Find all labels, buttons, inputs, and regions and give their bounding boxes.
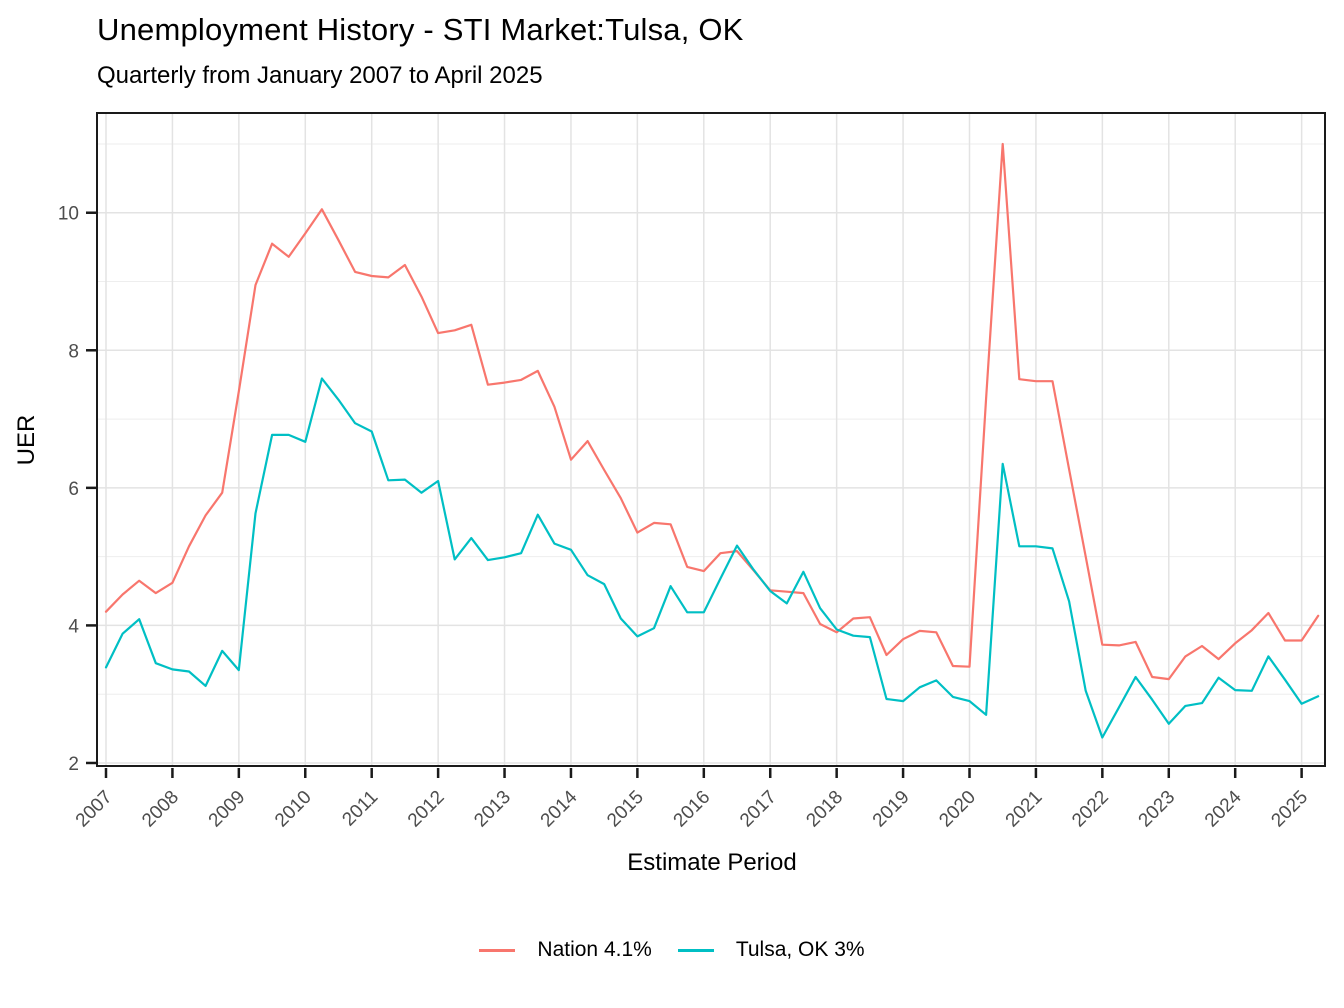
- chart-title: Unemployment History - STI Market:Tulsa,…: [97, 12, 744, 47]
- x-tick-label: 2023: [1135, 787, 1180, 832]
- x-tick-label: 2013: [470, 787, 515, 832]
- tulsa-line-swatch: [677, 948, 714, 952]
- nation-line-swatch: [479, 948, 516, 952]
- panel-background: [97, 113, 1325, 766]
- y-tick-label: 2: [68, 754, 79, 775]
- legend-label-nation: Nation 4.1%: [537, 938, 652, 961]
- x-tick-label: 2020: [935, 787, 980, 832]
- x-tick-label: 2022: [1068, 787, 1113, 832]
- y-tick-label: 8: [68, 341, 79, 362]
- tulsa-series-line: [104, 377, 1320, 739]
- legend-label-tulsa: Tulsa, OK 3%: [735, 938, 865, 961]
- x-tick-label: 2025: [1267, 787, 1312, 832]
- x-tick-label: 2018: [802, 787, 847, 832]
- chart-subtitle: Quarterly from January 2007 to April 202…: [97, 62, 543, 89]
- x-tick-label: 2019: [869, 787, 914, 832]
- x-tick-label: 2012: [404, 787, 449, 832]
- y-tick-label: 10: [58, 204, 79, 225]
- legend: Nation 4.1% Tulsa, OK 3%: [0, 938, 1344, 962]
- x-tick-label: 2007: [72, 787, 117, 832]
- x-tick-label: 2015: [603, 787, 648, 832]
- x-tick-label: 2024: [1201, 786, 1246, 831]
- x-tick-label: 2011: [338, 787, 382, 831]
- legend-item-nation: Nation 4.1%: [479, 938, 652, 962]
- y-tick-label: 4: [68, 616, 79, 637]
- legend-item-tulsa: Tulsa, OK 3%: [677, 938, 865, 962]
- x-tick-label: 2021: [1002, 787, 1047, 832]
- x-tick-label: 2017: [736, 787, 781, 832]
- x-tick-label: 2010: [271, 787, 316, 832]
- x-tick-label: 2008: [138, 787, 183, 832]
- x-axis-title: Estimate Period: [627, 849, 797, 876]
- panel-border: [96, 112, 1326, 767]
- nation-series-line: [104, 142, 1320, 681]
- x-tick-label: 2016: [670, 787, 715, 832]
- x-tick-label: 2014: [537, 786, 582, 831]
- x-tick-label: 2009: [205, 787, 250, 832]
- y-tick-label: 6: [68, 479, 79, 500]
